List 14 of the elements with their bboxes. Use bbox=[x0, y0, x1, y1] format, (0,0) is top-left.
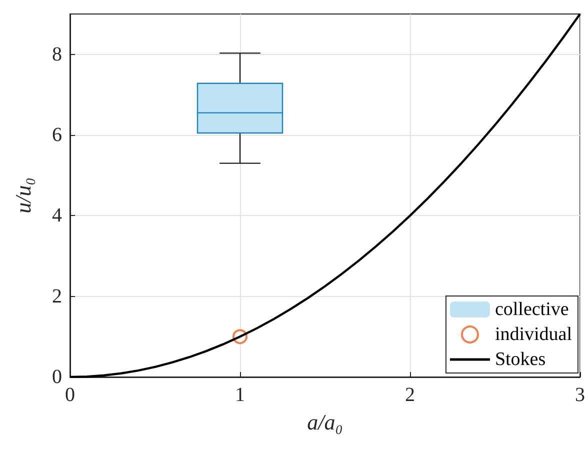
line-series bbox=[68, 12, 582, 378]
y-axis-title: u/u₀ bbox=[10, 178, 36, 214]
y-tick-label: 4 bbox=[52, 204, 62, 227]
x-tick-label: 3 bbox=[575, 384, 585, 406]
x-tick-label: 2 bbox=[405, 384, 415, 406]
legend-label: collective bbox=[494, 299, 569, 320]
y-tick-label: 8 bbox=[52, 43, 62, 66]
y-tick-label: 6 bbox=[52, 124, 62, 146]
legend-label: Stokes bbox=[494, 349, 546, 370]
x-tick-label: 1 bbox=[235, 384, 245, 406]
legend-label: individual bbox=[494, 324, 572, 345]
x-axis-title: a/a₀ bbox=[307, 410, 343, 434]
y-tick-label: 2 bbox=[52, 285, 62, 308]
y-tick-label: 0 bbox=[52, 366, 62, 388]
